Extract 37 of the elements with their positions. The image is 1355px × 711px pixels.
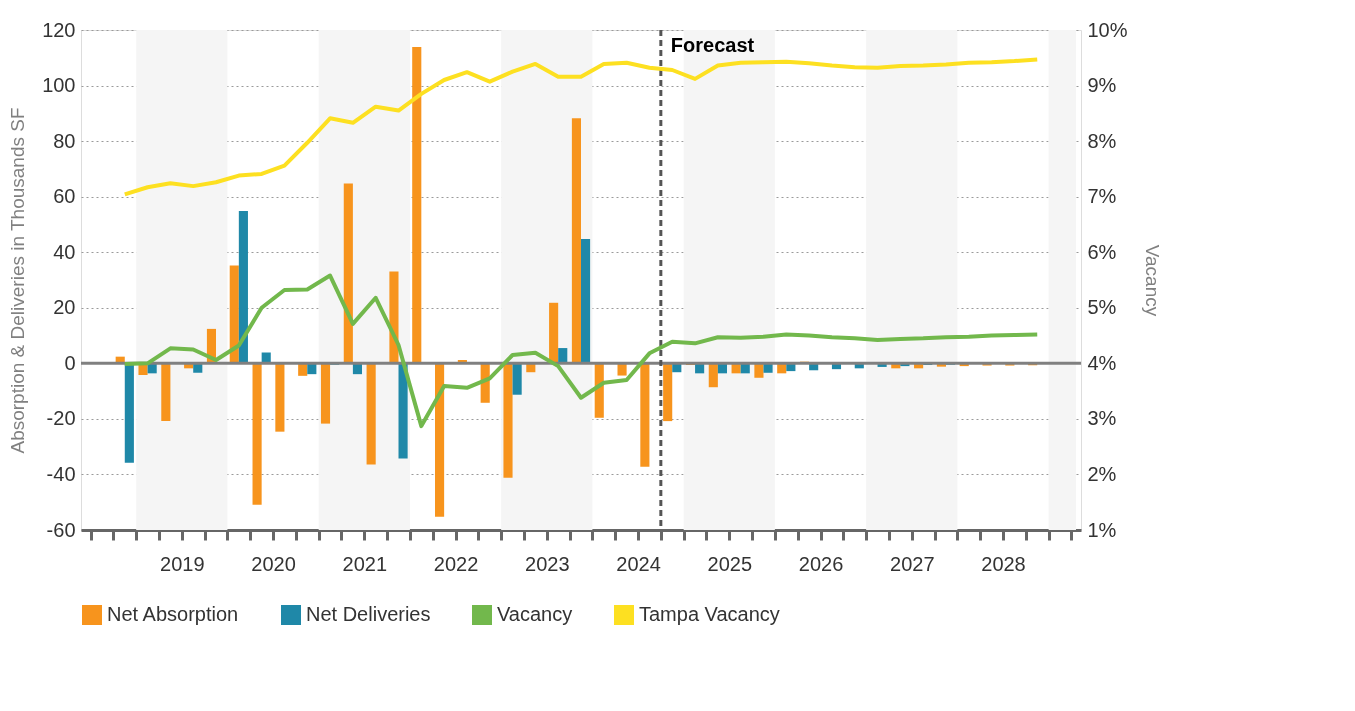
y-tick-label: 120: [42, 18, 76, 41]
legend-label: Vacancy: [497, 603, 573, 625]
x-tick-label: 2022: [433, 552, 479, 575]
y2-tick-label: 8%: [1087, 129, 1117, 152]
x-tick-label: 2027: [890, 552, 935, 575]
x-tick-label: 2023: [525, 552, 570, 575]
y-tick-label: 20: [53, 296, 76, 319]
x-tick-label: 2024: [616, 552, 661, 575]
y-tick-label: 100: [42, 74, 76, 97]
y2-tick-label: 6%: [1087, 240, 1117, 263]
x-tick-label: 2026: [798, 552, 844, 575]
legend-label: Net Absorption: [107, 603, 239, 625]
legend-label: Net Deliveries: [306, 603, 431, 625]
y-tick-label: 80: [53, 129, 76, 152]
y2-tick-label: 1%: [1087, 518, 1117, 541]
y2-tick-label: 10%: [1087, 18, 1128, 41]
x-tick-label: 2019: [160, 552, 205, 575]
x-tick-label: 2028: [981, 552, 1026, 575]
y-tick-label: 40: [53, 240, 76, 263]
x-tick-label: 2025: [707, 552, 753, 575]
y2-tick-label: 3%: [1087, 407, 1117, 430]
y2-tick-label: 5%: [1087, 296, 1117, 319]
y2-tick-label: 7%: [1087, 185, 1117, 208]
y-axis-title: Absorption & Deliveries in Thousands SF: [7, 107, 29, 454]
y-tick-label: -40: [46, 462, 76, 485]
y2-tick-label: 9%: [1087, 74, 1117, 97]
x-tick-label: 2021: [342, 552, 388, 575]
y-tick-label: -60: [46, 518, 76, 541]
x-tick-label: 2020: [251, 552, 296, 575]
legend-label: Tampa Vacancy: [639, 603, 780, 625]
y-tick-label: 60: [53, 185, 76, 208]
y2-tick-label: 4%: [1087, 351, 1117, 374]
y-tick-label: -20: [46, 407, 76, 430]
y2-tick-label: 2%: [1087, 462, 1117, 485]
y-tick-label: 0: [64, 351, 76, 374]
y2-axis-title: Vacancy: [1141, 244, 1163, 317]
ref-line-label: Forecast: [670, 34, 755, 56]
